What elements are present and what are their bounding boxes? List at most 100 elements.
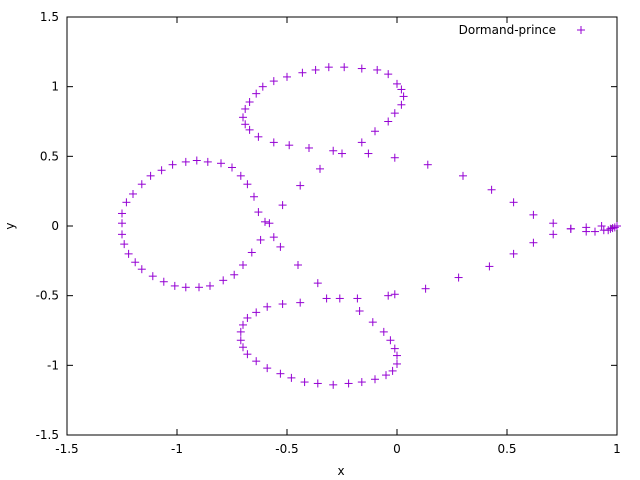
data-point <box>298 68 307 77</box>
y-tick-label: -0.5 <box>36 289 59 303</box>
data-point <box>285 141 294 150</box>
data-point <box>278 300 287 309</box>
data-point <box>393 359 401 368</box>
data-point <box>118 230 126 239</box>
data-point <box>357 378 366 387</box>
x-tick-label: -1.5 <box>55 442 78 456</box>
data-point <box>379 327 388 336</box>
data-point <box>287 373 296 382</box>
data-point <box>263 364 272 373</box>
data-point <box>316 164 324 173</box>
data-point <box>382 371 390 380</box>
data-point <box>245 125 254 134</box>
data-point <box>250 192 258 201</box>
data-point <box>230 270 239 279</box>
data-point <box>599 226 608 235</box>
axes: -1.5 -1 -0.5 0 0.5 1 -1.5 -1 -0.5 0 0.5 1 1.5 <box>36 10 621 456</box>
legend-marker <box>577 26 585 34</box>
data-point <box>120 240 129 249</box>
data-point <box>329 146 338 155</box>
data-point <box>258 82 267 91</box>
data-point <box>340 63 349 72</box>
plot-frame <box>66 16 618 436</box>
data-point <box>241 120 250 129</box>
data-point <box>423 160 432 169</box>
data-point <box>157 166 166 175</box>
data-point <box>355 306 364 315</box>
y-tick-label: 1 <box>51 80 59 94</box>
data-point <box>228 163 236 172</box>
x-tick-label: 0.5 <box>497 442 516 456</box>
data-point <box>118 219 126 228</box>
data-point <box>159 277 168 286</box>
data-point <box>137 265 146 274</box>
data-point <box>368 318 377 327</box>
data-point <box>454 273 463 282</box>
data-point <box>509 249 518 258</box>
data-point <box>256 235 265 244</box>
data-point <box>529 210 538 219</box>
y-tick-label: -1 <box>47 358 59 372</box>
data-point <box>371 375 379 384</box>
data-point <box>386 336 395 345</box>
data-point <box>549 230 558 239</box>
data-point <box>118 209 126 218</box>
data-point <box>357 138 366 147</box>
data-point <box>239 320 247 329</box>
data-point <box>269 233 278 242</box>
data-point <box>300 378 309 387</box>
data-point <box>390 344 399 353</box>
data-point <box>129 189 137 198</box>
x-tick-label: -0.5 <box>275 442 298 456</box>
x-axis-label: x <box>337 464 344 478</box>
data-point <box>384 291 393 300</box>
data-point <box>203 157 212 166</box>
data-point <box>344 379 353 388</box>
data-point <box>206 281 214 290</box>
data-point <box>390 290 399 299</box>
data-point <box>278 201 287 210</box>
data-point <box>384 70 393 79</box>
data-point <box>276 369 285 378</box>
data-point <box>243 313 252 322</box>
data-point <box>170 281 179 290</box>
data-points <box>118 63 621 389</box>
x-tick-label: -1 <box>171 442 183 456</box>
data-point <box>236 171 245 180</box>
data-point <box>529 238 538 247</box>
data-point <box>241 104 250 113</box>
data-point <box>236 336 245 345</box>
data-point <box>269 77 278 86</box>
data-point <box>353 294 362 303</box>
data-point <box>311 65 320 74</box>
data-point <box>236 327 245 336</box>
data-point <box>582 223 591 232</box>
data-point <box>181 283 190 292</box>
data-point <box>393 79 401 88</box>
data-point <box>364 149 373 158</box>
data-point <box>146 171 155 180</box>
data-point <box>399 92 408 101</box>
x-tick-label: 0 <box>393 442 401 456</box>
data-point <box>371 127 379 136</box>
data-point <box>124 249 133 258</box>
data-point <box>388 366 397 375</box>
data-point <box>245 97 254 106</box>
data-point <box>296 298 305 307</box>
data-point <box>313 279 322 288</box>
data-point <box>393 351 401 360</box>
data-point <box>254 132 263 141</box>
x-tick-label: 1 <box>613 442 621 456</box>
data-point <box>217 159 225 168</box>
data-point <box>283 72 291 81</box>
data-point <box>243 350 252 359</box>
data-point <box>243 180 252 189</box>
data-point <box>597 222 606 230</box>
data-point <box>296 181 305 190</box>
data-point <box>137 180 146 189</box>
data-point <box>219 276 228 285</box>
data-point <box>239 261 247 270</box>
data-point <box>324 63 333 72</box>
data-point <box>148 272 157 281</box>
